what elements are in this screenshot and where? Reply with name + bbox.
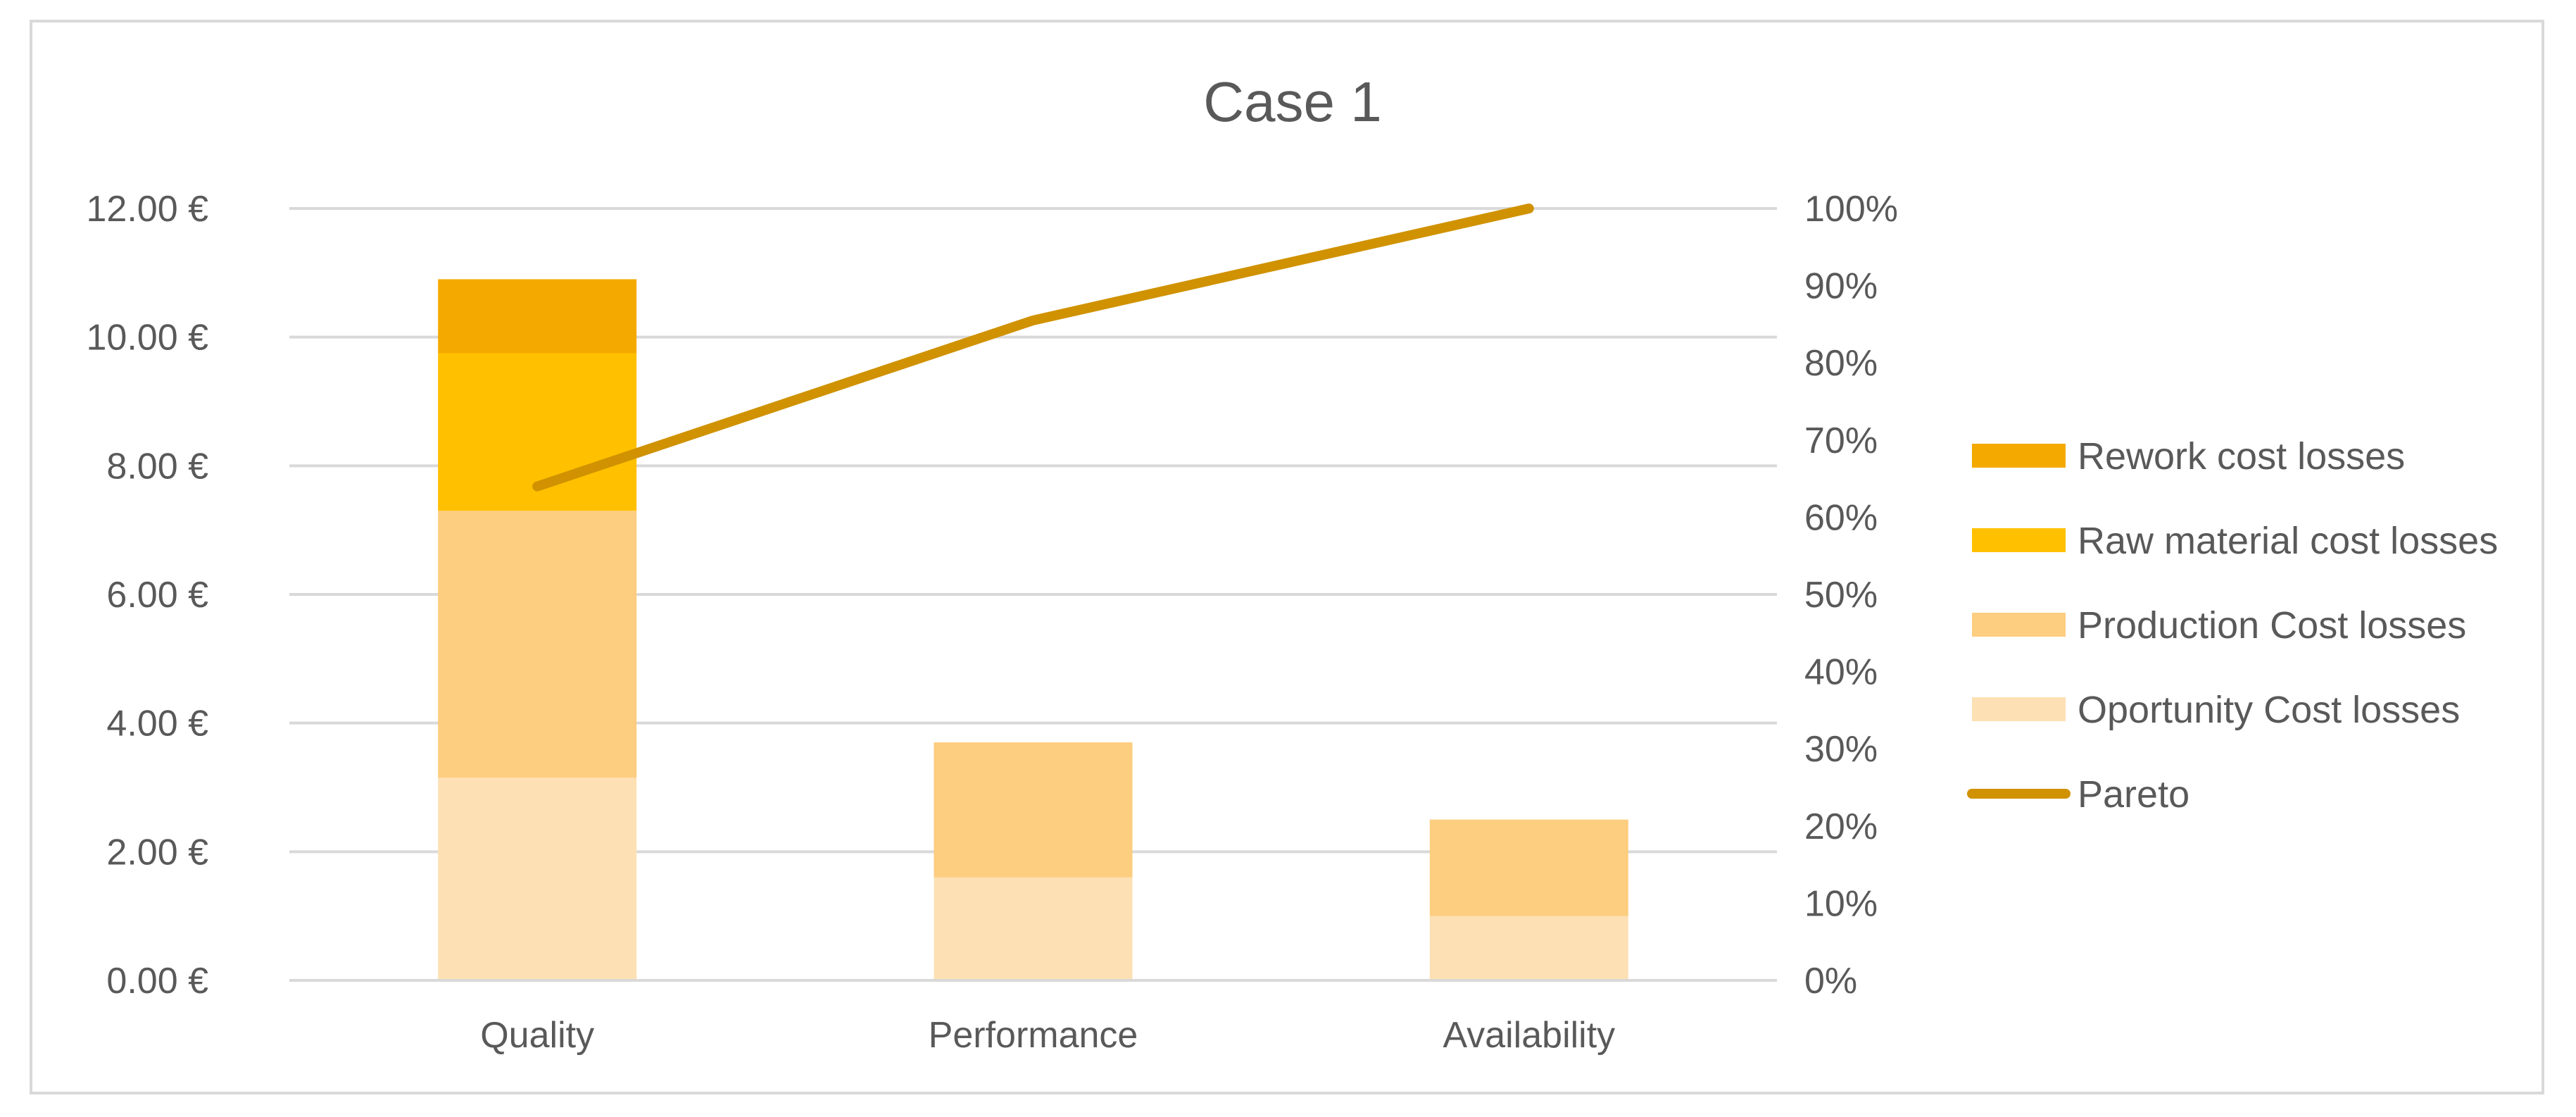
bar-segment: [1429, 916, 1628, 980]
y-right-tick-label: 20%: [1804, 806, 1878, 847]
y-right-tick-label: 0%: [1804, 961, 1857, 1001]
y-left-tick-label: 4.00 €: [106, 704, 208, 744]
y-left-tick-label: 8.00 €: [106, 446, 208, 487]
legend-label: Raw material cost losses: [2078, 520, 2498, 562]
bar-segment: [1429, 819, 1628, 916]
bar-segment: [438, 778, 637, 980]
legend-label: Rework cost losses: [2078, 435, 2405, 478]
y-left-tick-label: 6.00 €: [106, 575, 208, 616]
y-right-tick-label: 30%: [1804, 729, 1878, 770]
y-left-tick-label: 12.00 €: [87, 189, 209, 230]
legend-swatch: [1972, 697, 2066, 721]
y-right-tick-label: 60%: [1804, 497, 1878, 538]
chart-frame: Case 1 0.00 € 2.00 € 4.00 € 6.00 € 8.00 € 10.…: [30, 20, 2544, 1094]
y-right-tick-label: 100%: [1804, 189, 1898, 230]
y-left-tick-label: 0.00 €: [106, 961, 208, 1001]
legend-swatch: [1972, 613, 2066, 637]
legend-label: Production Cost losses: [2078, 604, 2466, 647]
legend: Rework cost losses Raw material cost loss…: [1967, 435, 2498, 816]
bar-segment: [934, 742, 1133, 878]
pareto-chart: Case 1 0.00 € 2.00 € 4.00 € 6.00 € 8.00 € 10.…: [87, 70, 2499, 1056]
legend-label: Pareto: [2078, 773, 2189, 816]
legend-swatch: [1972, 444, 2066, 468]
x-tick-label: Quality: [480, 1015, 594, 1056]
y-left-tick-label: 10.00 €: [87, 318, 209, 358]
legend-label: Oportunity Cost losses: [2078, 689, 2460, 731]
pareto-line-layer: [532, 204, 1534, 492]
y-right-tick-label: 10%: [1804, 883, 1878, 924]
x-tick-label: Performance: [929, 1015, 1138, 1056]
bar-segment: [934, 877, 1133, 980]
bars: [438, 279, 1628, 980]
y-right-tick-label: 90%: [1804, 266, 1878, 307]
y-axis-left: 0.00 € 2.00 € 4.00 € 6.00 € 8.00 € 10.00 € 12.…: [87, 189, 209, 1001]
bar-segment: [438, 511, 637, 778]
bar-segment: [438, 279, 637, 354]
y-right-tick-label: 80%: [1804, 343, 1878, 384]
pareto-line: [532, 204, 1534, 492]
x-axis: Quality Performance Availability: [289, 979, 1777, 1056]
chart-title: Case 1: [1203, 70, 1381, 133]
legend-swatch: [1972, 528, 2066, 552]
y-axis-right: 0% 10% 20% 30% 40% 50% 60% 70% 80% 90% 100%: [1804, 189, 1898, 1001]
y-left-tick-label: 2.00 €: [106, 832, 208, 873]
y-right-tick-label: 70%: [1804, 420, 1878, 461]
x-tick-label: Availability: [1443, 1015, 1615, 1056]
y-right-tick-label: 40%: [1804, 652, 1878, 693]
y-right-tick-label: 50%: [1804, 575, 1878, 616]
